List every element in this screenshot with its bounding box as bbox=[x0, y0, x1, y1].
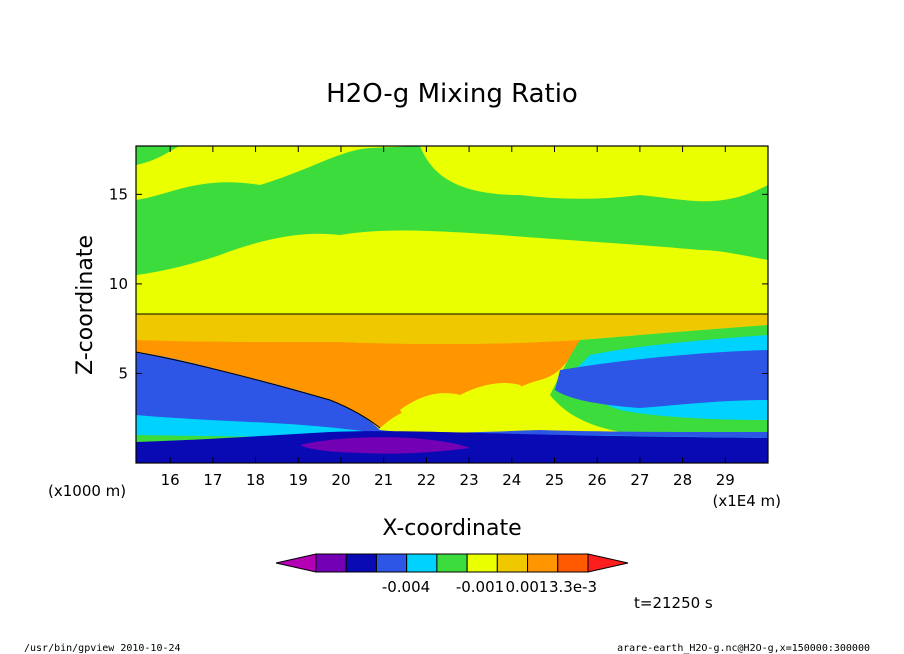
band-purple-pocket bbox=[300, 437, 470, 454]
band-green-cap bbox=[136, 146, 180, 165]
colorbar-tick-label: 3.3e-3 bbox=[549, 578, 597, 596]
band-light-orange bbox=[136, 314, 768, 345]
x-tick-label: 18 bbox=[246, 471, 265, 489]
colorbar-swatch bbox=[315, 553, 347, 573]
band-green-upper bbox=[136, 146, 768, 275]
x-tick-label: 22 bbox=[417, 471, 436, 489]
band-yellow-cells bbox=[400, 383, 526, 428]
x-tick-label: 16 bbox=[161, 471, 180, 489]
time-annotation: t=21250 s bbox=[634, 594, 713, 612]
colorbar-swatch bbox=[557, 553, 589, 573]
x-tick-label: 21 bbox=[374, 471, 393, 489]
colorbar-swatch bbox=[436, 553, 468, 573]
y-axis: 5 10 15 bbox=[109, 185, 768, 382]
x-tick-label: 25 bbox=[545, 471, 564, 489]
x-tick-label: 28 bbox=[673, 471, 692, 489]
colorbar-tick-label: -0.004 bbox=[382, 578, 430, 596]
colorbar-swatch bbox=[375, 553, 408, 573]
x-tick-label: 29 bbox=[716, 471, 735, 489]
x-axis: 16 17 18 19 20 21 22 23 24 25 26 27 28 29 bbox=[161, 146, 735, 489]
footer-right: arare-earth_H2O-g.nc@H2O-g,x=150000:3000… bbox=[617, 643, 870, 654]
chart-title: H2O-g Mixing Ratio bbox=[326, 79, 578, 109]
colorbar-swatch bbox=[466, 553, 498, 573]
contour-line-6 bbox=[136, 351, 381, 429]
x-tick-label: 26 bbox=[588, 471, 607, 489]
x-tick-label: 20 bbox=[331, 471, 350, 489]
footer-left: /usr/bin/gpview 2010-10-24 bbox=[24, 643, 181, 654]
colorbar-swatch bbox=[496, 553, 529, 573]
x-axis-label: X-coordinate bbox=[382, 516, 521, 541]
y-tick-label: 15 bbox=[109, 185, 128, 203]
x-tick-label: 27 bbox=[630, 471, 649, 489]
band-blue-right bbox=[555, 350, 768, 408]
x-scale-label: (x1E4 m) bbox=[712, 492, 781, 510]
x-unit-label: (x1000 m) bbox=[48, 482, 126, 500]
colorbar-right-arrow bbox=[587, 553, 629, 573]
contour-field bbox=[136, 146, 768, 463]
colorbar-swatch bbox=[345, 553, 377, 573]
x-tick-label: 17 bbox=[203, 471, 222, 489]
x-tick-label: 24 bbox=[502, 471, 521, 489]
x-tick-label: 19 bbox=[289, 471, 308, 489]
y-axis-label: Z-coordinate bbox=[73, 235, 98, 375]
y-tick-label: 10 bbox=[109, 275, 128, 293]
x-tick-label: 23 bbox=[460, 471, 479, 489]
colorbar: -0.004 -0.001 0.001 3.3e-3 bbox=[275, 553, 629, 596]
colorbar-swatch bbox=[527, 553, 559, 573]
plot-frame bbox=[135, 145, 769, 464]
colorbar-tick-label: -0.001 bbox=[456, 578, 504, 596]
y-tick-label: 5 bbox=[118, 364, 128, 382]
colorbar-swatch bbox=[406, 553, 438, 573]
colorbar-left-arrow bbox=[275, 553, 317, 573]
colorbar-tick-label: 0.001 bbox=[506, 578, 549, 596]
